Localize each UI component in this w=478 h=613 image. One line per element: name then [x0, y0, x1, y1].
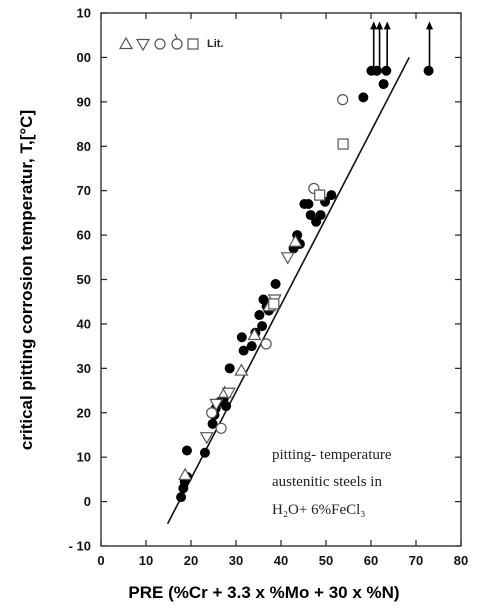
data-point-open-triangle-down: [199, 432, 214, 445]
x-tick-label: 40: [274, 553, 288, 568]
data-point-open-circle: [215, 422, 227, 434]
data-point-open-triangle-down: [221, 387, 236, 400]
data-point-filled-circle: [246, 341, 257, 352]
ticks-layer: 0 10 20 30 40 50 60 70 80 - 10 0 10 20 30 40 50 60 70 80 90…: [69, 6, 469, 569]
legend-symbol-open-triangle-up: [118, 36, 134, 50]
up-arrow-head: [376, 21, 384, 30]
data-point-filled-circle: [207, 418, 218, 429]
y-tick-label: 20: [77, 405, 91, 420]
legend: Lit.: [118, 33, 224, 52]
annotation-line-1: pitting- temperature: [272, 447, 392, 463]
y-tick-label: 0: [84, 494, 91, 509]
data-point-open-triangle-up: [178, 467, 193, 481]
data-point-filled-circle: [181, 445, 192, 456]
data-point-filled-circle: [199, 447, 210, 458]
data-point-filled-circle: [257, 321, 268, 332]
data-point-open-triangle-up: [247, 327, 262, 341]
y-tick-label: 70: [77, 183, 91, 198]
legend-symbol-open-circle: [154, 38, 166, 50]
x-tick-label: 80: [454, 553, 468, 568]
y-tick-label: 10: [77, 450, 91, 465]
legend-symbols: [118, 33, 199, 52]
data-point-filled-circle: [381, 65, 392, 76]
x-tick-label: 20: [184, 553, 198, 568]
data-point-open-circle: [206, 407, 218, 419]
data-point-filled-circle: [303, 198, 314, 209]
y-tick-label: 80: [77, 139, 91, 154]
data-point-filled-circle: [378, 79, 389, 90]
x-tick-label: 60: [364, 553, 378, 568]
data-point-filled-circle: [176, 492, 187, 503]
legend-label: Lit.: [207, 38, 224, 50]
data-point-filled-circle: [221, 401, 232, 412]
up-arrow-head: [383, 21, 391, 30]
y-tick-label: 50: [77, 272, 91, 287]
y-tick-label: 90: [77, 94, 91, 109]
plot-frame: [100, 12, 462, 547]
arrows-layer: [370, 21, 433, 71]
annotation-line-3: H₂O+ 6%FeCl₃: [272, 502, 366, 518]
data-point-open-triangle-up: [288, 234, 303, 247]
x-tick-label: 70: [409, 553, 423, 568]
x-tick-label: 0: [97, 553, 104, 568]
data-point-open-triangle-up: [234, 363, 249, 376]
data-point-filled-circle: [315, 210, 326, 221]
x-tick-label: 30: [229, 553, 243, 568]
data-point-filled-circle: [358, 92, 369, 103]
data-point-open-square: [337, 138, 349, 150]
trend-layer: [166, 57, 410, 525]
legend-symbol-open-circle: [171, 38, 183, 50]
data-point-open-circle: [337, 94, 349, 106]
data-point-open-triangle-down: [280, 252, 295, 265]
annotation-box: pitting- temperature austenitic steels i…: [272, 447, 392, 518]
data-point-filled-circle: [224, 363, 235, 374]
data-point-filled-circle: [236, 332, 247, 343]
y-tick-label: 10: [77, 6, 91, 21]
y-tick-label: - 10: [69, 539, 91, 554]
annotation-line-2: austenitic steels in: [272, 474, 382, 490]
x-tick-label: 10: [139, 553, 153, 568]
y-tick-label: 00: [77, 50, 91, 65]
data-point-open-triangle-down: [209, 398, 224, 412]
legend-symbol-open-triangle-down: [135, 38, 151, 52]
data-point-filled-circle: [254, 310, 265, 321]
y-tick-label: 30: [77, 361, 91, 376]
up-arrow-head: [426, 21, 433, 30]
up-arrow-head: [370, 21, 378, 30]
data-point-filled-circle: [305, 210, 316, 221]
y-axis-label: critical pitting corrosion temperatur, T…: [17, 110, 36, 450]
y-tick-label: 40: [77, 316, 91, 331]
data-point-open-circle: [260, 338, 272, 350]
data-point-filled-circle: [326, 190, 337, 201]
legend-symbol-tick: [174, 33, 178, 40]
x-tick-label: 50: [319, 553, 333, 568]
trend-line: [166, 57, 410, 525]
legend-symbol-open-square: [187, 38, 199, 50]
data-point-filled-circle: [270, 278, 281, 289]
x-axis-label: PRE (%Cr + 3.3 x %Mo + 30 x %N): [128, 583, 399, 602]
y-tick-label: 60: [77, 228, 91, 243]
data-point-filled-circle: [238, 345, 249, 356]
data-point-filled-circle: [423, 65, 434, 76]
data-point-open-square: [314, 189, 326, 201]
points-layer: [176, 65, 434, 503]
data-point-open-square: [268, 298, 280, 310]
